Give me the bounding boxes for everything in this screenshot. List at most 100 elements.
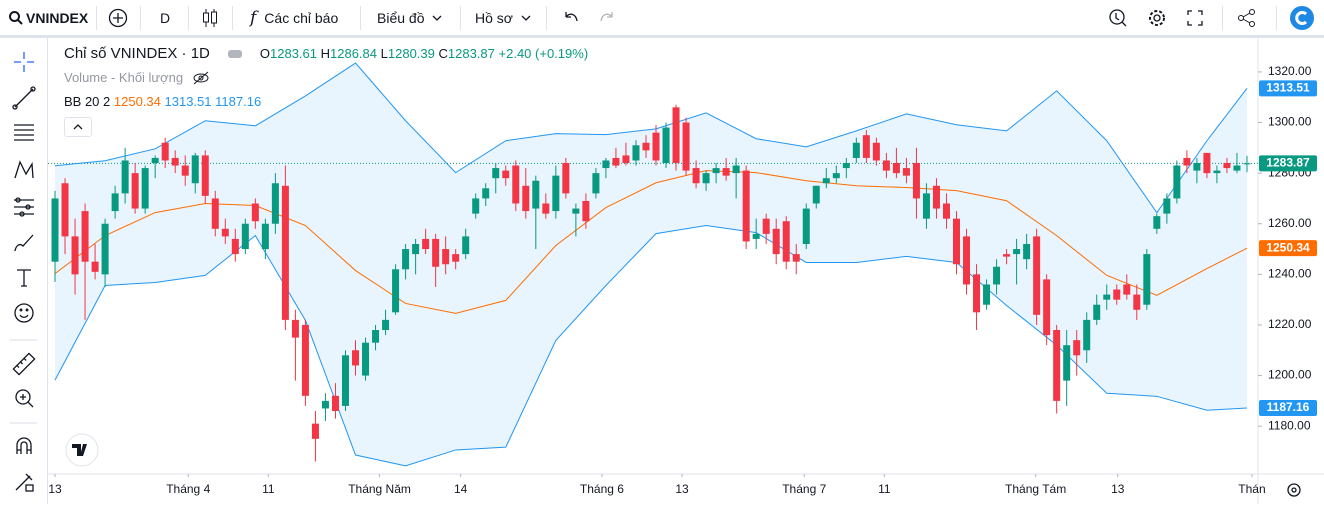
replay[interactable]: [1108, 0, 1128, 35]
candle-body: [552, 175, 560, 212]
change: +2.40: [498, 46, 532, 61]
candle-body: [352, 350, 360, 366]
candle-body: [762, 218, 770, 234]
tool-icons: [10, 52, 37, 492]
candle-body: [1043, 279, 1051, 336]
candle-body: [362, 342, 370, 376]
y-tick-label: 1260.00: [1268, 216, 1312, 230]
hide-icon[interactable]: [191, 71, 211, 85]
candle-body: [1153, 216, 1161, 229]
price-badge-label: 1313.51: [1266, 81, 1310, 95]
plot: [48, 62, 1258, 467]
drawing-toolbar: [0, 38, 48, 504]
separator: [188, 6, 189, 30]
crosshair-tool[interactable]: [14, 52, 34, 72]
candle-body: [1123, 284, 1131, 295]
interval-button[interactable]: D: [160, 0, 170, 35]
candle-body: [101, 223, 109, 275]
candle-body: [1093, 304, 1101, 320]
bb-label: BB 20 2: [64, 94, 111, 109]
candle-body: [862, 135, 870, 158]
y-tick-label: 1220.00: [1268, 317, 1312, 331]
candle-body: [1183, 157, 1191, 166]
trendline-tool[interactable]: [12, 86, 36, 110]
price-badge: [1259, 240, 1317, 257]
candle-body: [1073, 340, 1081, 356]
candle-body: [271, 183, 279, 224]
redo[interactable]: [598, 0, 616, 35]
magnet-tool[interactable]: [16, 437, 32, 454]
toggle[interactable]: [227, 49, 242, 58]
fullscreen[interactable]: [1186, 0, 1204, 35]
legend-title: Chỉ số VNINDEX · 1D: [64, 45, 210, 62]
candle-body: [452, 254, 460, 262]
candle-body: [321, 400, 329, 409]
ruler-tool[interactable]: [12, 352, 36, 376]
candle-body: [602, 160, 610, 169]
candle-body: [1013, 249, 1021, 255]
candle-body: [191, 155, 199, 184]
lock-tool[interactable]: [15, 473, 34, 492]
candle-body: [1203, 152, 1211, 174]
brush-tool[interactable]: [14, 234, 34, 252]
separator: [1276, 6, 1277, 30]
legend-row: BB 20 2 1250.34 1313.51 1187.16: [64, 94, 261, 109]
candle-body: [392, 269, 400, 313]
indicators-button[interactable]: f Các chỉ báo: [250, 7, 339, 28]
fib-tool[interactable]: [14, 124, 34, 141]
candle-body: [81, 211, 89, 262]
settings-icon[interactable]: [1287, 483, 1301, 497]
y-tick-label: 1240.00: [1268, 267, 1312, 281]
candle-body: [1023, 243, 1031, 260]
share[interactable]: [1237, 0, 1257, 35]
chart-type-menu[interactable]: Biểu đồ: [377, 0, 446, 35]
ohlc-letter: L: [380, 46, 388, 61]
x-tick-label: 13: [675, 482, 689, 496]
candle-body: [592, 173, 600, 194]
text-tool[interactable]: [17, 269, 31, 287]
candle-body: [61, 183, 69, 237]
candle-body: [1103, 294, 1111, 300]
candle-body: [802, 208, 810, 244]
candle-body: [482, 188, 490, 199]
candle-body: [71, 236, 79, 275]
x-tick-label: 11: [878, 482, 891, 496]
interval: D: [160, 9, 171, 26]
y-tick-label: 1300.00: [1268, 115, 1312, 129]
candle-body: [882, 160, 890, 171]
collapse-button[interactable]: [64, 117, 92, 137]
candle-body: [562, 163, 570, 194]
separator: [546, 6, 547, 30]
candle-body: [842, 163, 850, 169]
emoji-tool[interactable]: [14, 303, 34, 323]
ohlc-letter: O: [259, 46, 270, 61]
candle-body: [812, 185, 820, 204]
prediction-tool[interactable]: [14, 197, 34, 217]
separator: [460, 6, 461, 30]
x-tick-label: Thán: [1238, 482, 1265, 496]
legend-row: Volume - Khối lượng: [64, 70, 211, 85]
candle-body: [1063, 345, 1071, 381]
candle-body: [542, 203, 550, 214]
symbol-search[interactable]: VNINDEX: [8, 0, 88, 35]
x-tick-label: 13: [48, 482, 62, 496]
brand-logo[interactable]: [1290, 0, 1314, 35]
chart-type: Biểu đồ: [377, 9, 425, 26]
x-tick-label: Tháng 7: [782, 482, 826, 496]
profile-menu[interactable]: Hồ sơ: [475, 0, 535, 35]
candle-body: [372, 330, 380, 343]
pattern-tool[interactable]: [14, 160, 34, 179]
settings[interactable]: [1147, 0, 1167, 35]
candle-body: [121, 160, 129, 194]
candle-body: [983, 284, 991, 305]
compare-button[interactable]: [108, 0, 128, 35]
undo[interactable]: [562, 0, 580, 35]
candle-body: [241, 223, 249, 250]
zoom-tool[interactable]: [15, 389, 34, 408]
candle-body: [792, 254, 800, 262]
candle-body: [311, 423, 319, 439]
candle-body: [492, 168, 500, 179]
candle-body: [1233, 165, 1241, 171]
chart-style-button[interactable]: [201, 0, 219, 35]
